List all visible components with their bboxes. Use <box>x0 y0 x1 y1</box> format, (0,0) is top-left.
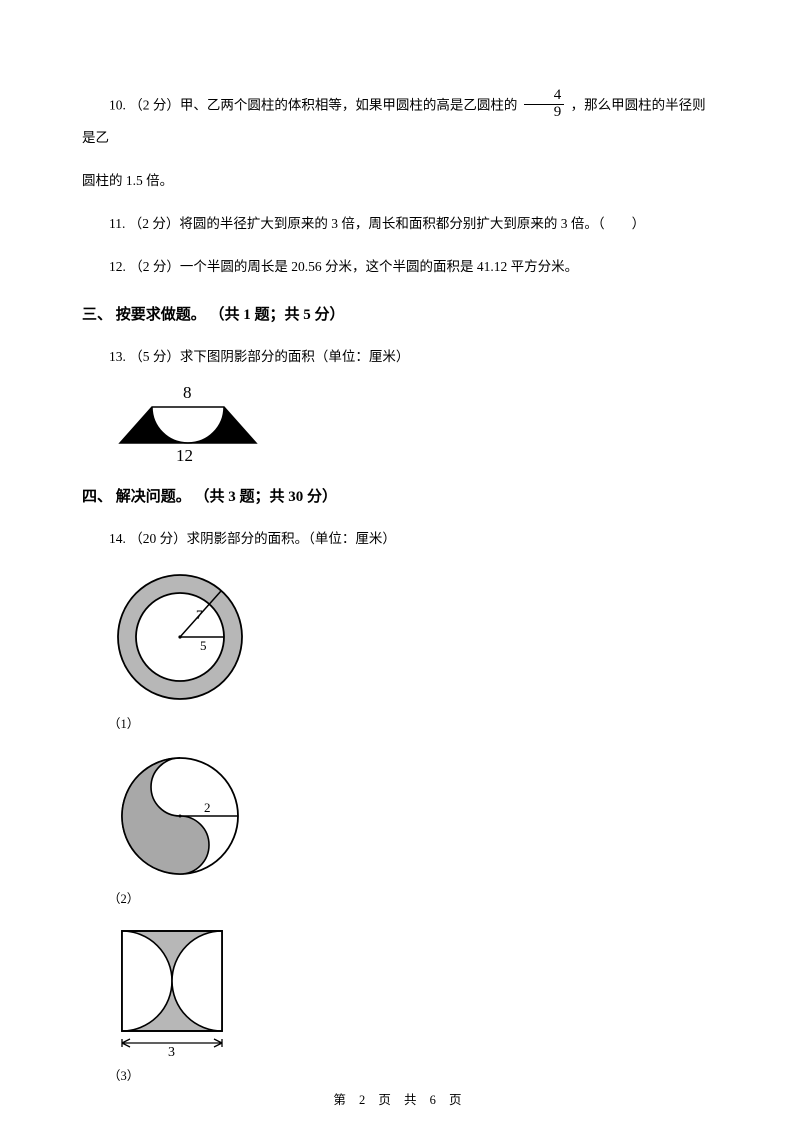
question-14: 14. （20 分）求阴影部分的面积。（单位：厘米） <box>82 524 718 553</box>
fig14-1-inner-label: 5 <box>200 638 207 653</box>
fig14-2-r-label: 2 <box>204 800 211 815</box>
q10-fraction: 4 9 <box>524 88 565 121</box>
section-4-heading: 四、 解决问题。 （共 3 题；共 30 分） <box>82 485 718 506</box>
fig14-3-w-label: 3 <box>168 1045 175 1059</box>
fig13-top-label: 8 <box>183 385 192 402</box>
fig14-2-label: （2） <box>108 888 718 907</box>
figure-13: 8 12 <box>108 385 718 463</box>
question-10: 10. （2 分）甲、乙两个圆柱的体积相等，如果甲圆柱的高是乙圆柱的 4 9 ，… <box>82 90 718 152</box>
fig14-3-label: （3） <box>108 1065 718 1084</box>
question-12: 12. （2 分）一个半圆的周长是 20.56 分米，这个半圆的面积是 41.1… <box>82 252 718 281</box>
fig14-1-outer-label: 7 <box>196 607 203 622</box>
question-11: 11. （2 分）将圆的半径扩大到原来的 3 倍，周长和面积都分别扩大到原来的 … <box>82 209 718 238</box>
section-3-heading: 三、 按要求做题。 （共 1 题；共 5 分） <box>82 303 718 324</box>
page-footer: 第 2 页 共 6 页 <box>0 1089 800 1108</box>
fraction-numerator: 4 <box>524 88 565 105</box>
q10-part-a: 10. （2 分）甲、乙两个圆柱的体积相等，如果甲圆柱的高是乙圆柱的 <box>109 97 517 112</box>
fig14-1-label: （1） <box>108 713 718 732</box>
fig13-bottom-label: 12 <box>176 446 193 463</box>
fraction-denominator: 9 <box>524 105 565 121</box>
figure-14-3: 3 （3） <box>108 925 718 1084</box>
figure-14-1: 7 5 （1） <box>108 567 718 732</box>
figure-14-2: 2 （2） <box>108 750 718 907</box>
question-13: 13. （5 分）求下图阴影部分的面积（单位：厘米） <box>82 342 718 371</box>
question-10-line2: 圆柱的 1.5 倍。 <box>82 166 718 195</box>
